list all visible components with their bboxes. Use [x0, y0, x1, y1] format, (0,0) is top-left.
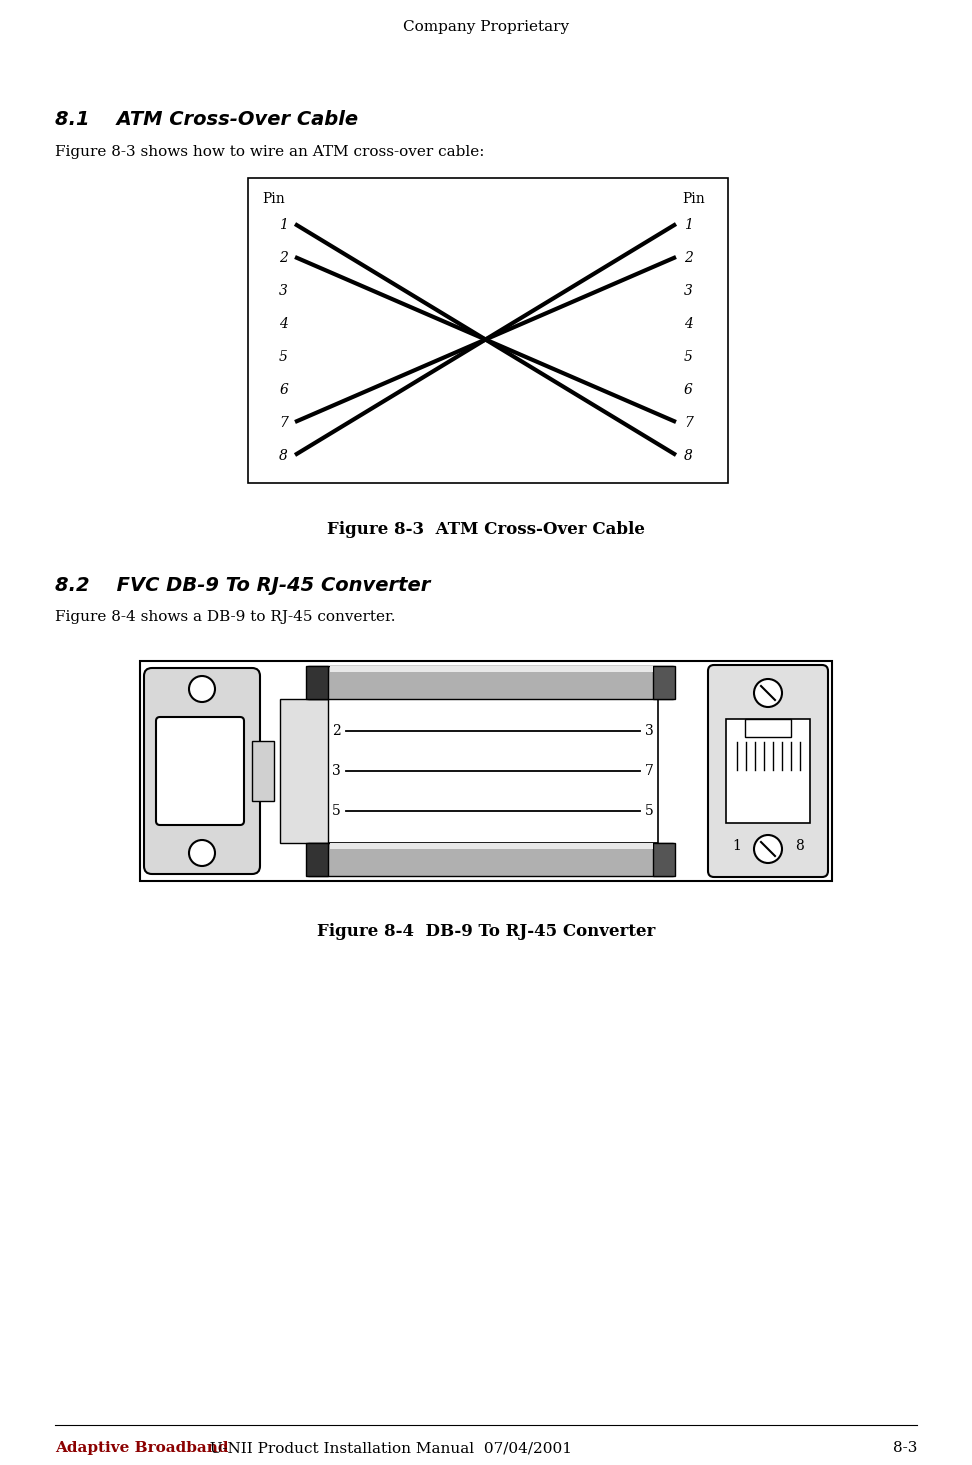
- Text: 8.1    ATM Cross-Over Cable: 8.1 ATM Cross-Over Cable: [55, 110, 358, 129]
- Text: 6: 6: [684, 382, 693, 397]
- Text: 5: 5: [645, 804, 654, 819]
- Text: 8: 8: [795, 839, 804, 853]
- Circle shape: [754, 835, 782, 863]
- Bar: [653, 667, 675, 699]
- Text: 7: 7: [645, 765, 654, 778]
- Text: 5: 5: [279, 350, 288, 363]
- Text: Adaptive Broadband: Adaptive Broadband: [55, 1442, 228, 1455]
- Bar: [306, 842, 328, 876]
- Text: 2: 2: [279, 251, 288, 265]
- Bar: [328, 699, 658, 842]
- Bar: [140, 661, 832, 880]
- Text: 2: 2: [684, 251, 693, 265]
- Text: 2: 2: [332, 724, 341, 738]
- Text: Pin: Pin: [682, 192, 705, 207]
- Bar: [248, 179, 728, 483]
- Bar: [745, 719, 791, 737]
- Text: 5: 5: [684, 350, 693, 363]
- Text: Figure 8-4  DB-9 To RJ-45 Converter: Figure 8-4 DB-9 To RJ-45 Converter: [317, 923, 655, 941]
- Text: U-NII Product Installation Manual  07/04/2001: U-NII Product Installation Manual 07/04/…: [200, 1442, 572, 1455]
- Bar: [330, 842, 653, 850]
- Text: Pin: Pin: [262, 192, 285, 207]
- Text: 3: 3: [332, 765, 341, 778]
- Bar: [330, 667, 653, 672]
- Bar: [306, 667, 328, 699]
- Text: 8: 8: [279, 448, 288, 463]
- Text: 4: 4: [279, 316, 288, 331]
- Text: 1: 1: [684, 218, 693, 231]
- Circle shape: [189, 839, 215, 866]
- Circle shape: [189, 675, 215, 702]
- FancyBboxPatch shape: [144, 668, 260, 875]
- Circle shape: [754, 678, 782, 708]
- Text: 1: 1: [279, 218, 288, 231]
- FancyBboxPatch shape: [708, 665, 828, 878]
- Text: 8: 8: [684, 448, 693, 463]
- Text: Figure 8-4 shows a DB-9 to RJ-45 converter.: Figure 8-4 shows a DB-9 to RJ-45 convert…: [55, 609, 396, 624]
- Bar: [308, 667, 673, 699]
- Text: 7: 7: [684, 416, 693, 431]
- Text: 8-3: 8-3: [892, 1442, 917, 1455]
- Bar: [308, 842, 673, 876]
- Text: 1: 1: [732, 839, 741, 853]
- Text: 4: 4: [684, 316, 693, 331]
- Text: 7: 7: [279, 416, 288, 431]
- Bar: [252, 741, 274, 801]
- Bar: [280, 699, 328, 842]
- Text: Figure 8-3  ATM Cross-Over Cable: Figure 8-3 ATM Cross-Over Cable: [327, 522, 645, 538]
- Text: 3: 3: [279, 284, 288, 297]
- Text: 8.2    FVC DB-9 To RJ-45 Converter: 8.2 FVC DB-9 To RJ-45 Converter: [55, 576, 431, 595]
- Text: 3: 3: [645, 724, 654, 738]
- Text: 3: 3: [684, 284, 693, 297]
- Text: 5: 5: [332, 804, 341, 819]
- FancyBboxPatch shape: [156, 716, 244, 825]
- Text: 6: 6: [279, 382, 288, 397]
- Text: Company Proprietary: Company Proprietary: [403, 21, 569, 34]
- Text: Figure 8-3 shows how to wire an ATM cross-over cable:: Figure 8-3 shows how to wire an ATM cros…: [55, 145, 484, 160]
- Bar: [726, 719, 810, 823]
- Bar: [653, 842, 675, 876]
